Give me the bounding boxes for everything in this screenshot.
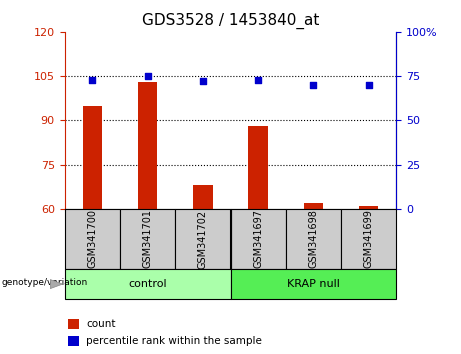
Title: GDS3528 / 1453840_at: GDS3528 / 1453840_at <box>142 13 319 29</box>
Point <box>310 82 317 88</box>
Point <box>365 82 372 88</box>
Polygon shape <box>50 280 63 289</box>
Bar <box>230 209 286 269</box>
Text: GSM341699: GSM341699 <box>364 210 374 268</box>
Bar <box>68 319 79 329</box>
Text: genotype/variation: genotype/variation <box>1 278 88 287</box>
Point <box>89 77 96 82</box>
Text: GSM341698: GSM341698 <box>308 210 319 268</box>
Point <box>144 73 151 79</box>
Text: count: count <box>86 319 116 329</box>
Text: percentile rank within the sample: percentile rank within the sample <box>86 336 262 346</box>
Bar <box>83 105 102 209</box>
Text: GSM341702: GSM341702 <box>198 209 208 269</box>
Bar <box>65 269 230 299</box>
Bar <box>120 209 175 269</box>
Point <box>199 79 207 84</box>
Text: control: control <box>128 279 167 289</box>
Bar <box>65 209 120 269</box>
Bar <box>359 206 378 209</box>
Text: GSM341700: GSM341700 <box>87 210 97 268</box>
Bar <box>68 336 79 346</box>
Bar <box>248 126 268 209</box>
Bar <box>230 269 396 299</box>
Point <box>254 77 262 82</box>
Bar <box>341 209 396 269</box>
Text: GSM341701: GSM341701 <box>142 210 153 268</box>
Text: GSM341697: GSM341697 <box>253 210 263 268</box>
Bar <box>286 209 341 269</box>
Bar <box>138 82 157 209</box>
Bar <box>193 185 213 209</box>
Text: KRAP null: KRAP null <box>287 279 340 289</box>
Bar <box>175 209 230 269</box>
Bar <box>304 203 323 209</box>
